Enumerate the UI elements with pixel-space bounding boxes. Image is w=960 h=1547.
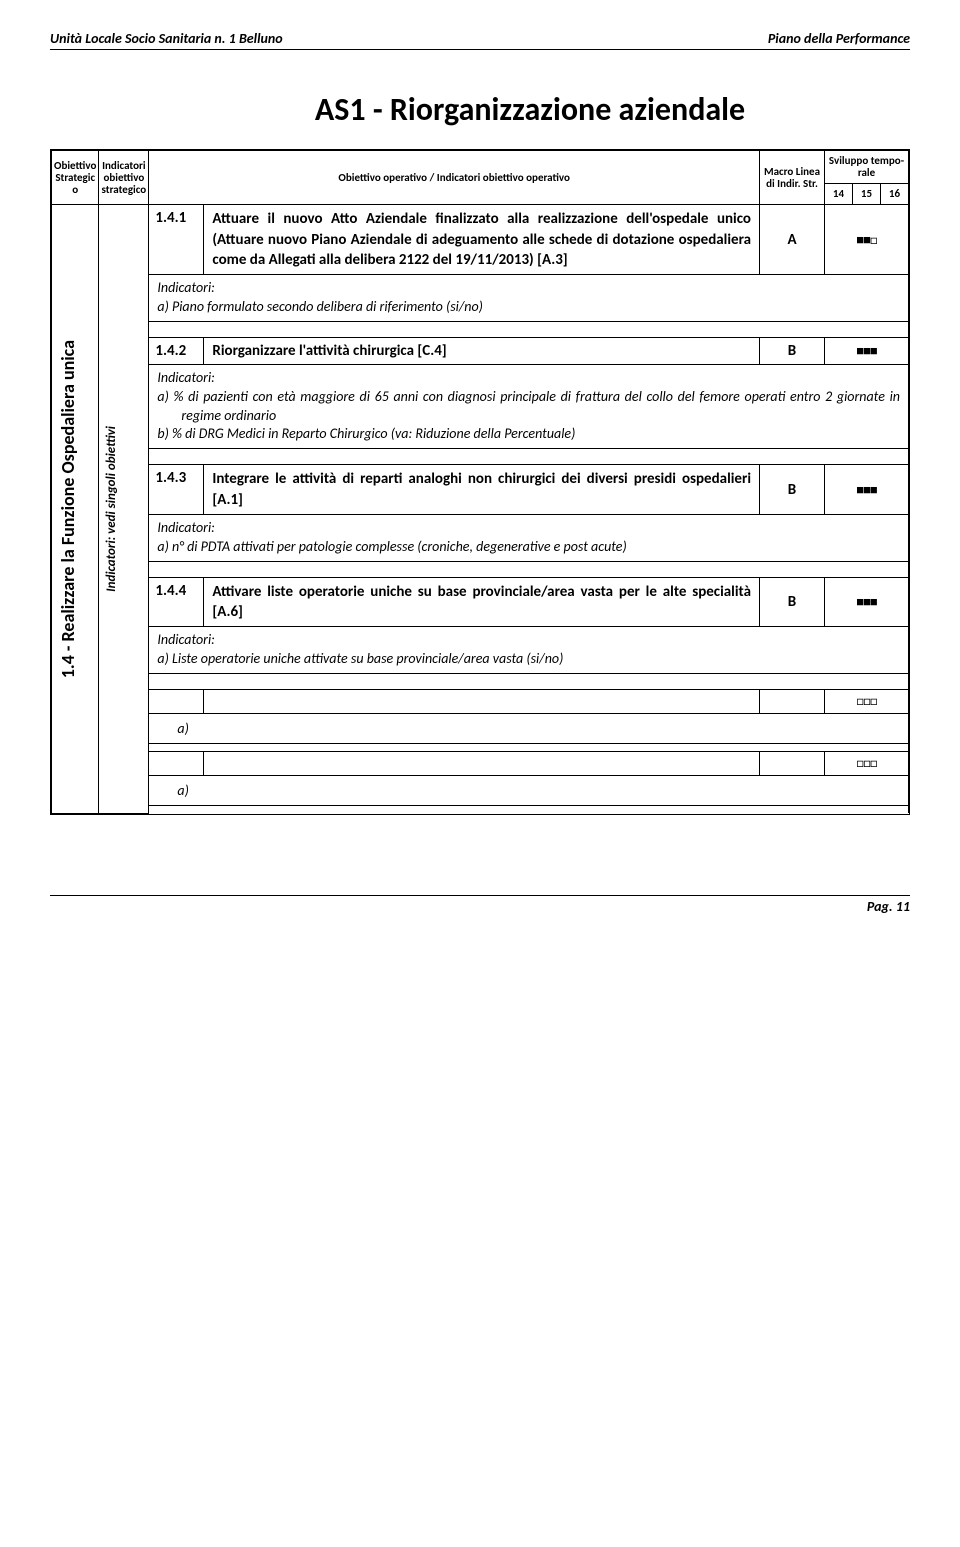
indicator-1-4-2-a: a) % di pazienti con età maggiore di 65 … [157,388,900,426]
indicator-label-4: Indicatori: [157,631,900,650]
macro-1-4-2: B [760,337,825,364]
indicator-cell-1-4-3: Indicatori: a) n° di PDTA attivati per p… [149,514,909,561]
col-header-macro: Macro Linea di Indir. Str. [760,151,825,205]
empty-macro-2 [760,751,825,775]
col-year-16: 16 [881,184,909,205]
content-1-4-3: Integrare le attività di reparti analogh… [204,465,760,515]
page-footer: Pag. 11 [50,895,910,915]
header-right: Piano della Performance [768,30,910,47]
empty-a-cell-1: a) [149,713,909,743]
squares-1-4-4: ■■■ [825,577,909,627]
code-1-4-2: 1.4.2 [149,337,204,364]
main-table: Obiettivo Strategic o Indicatori obietti… [51,150,909,814]
empty-squares-1: □□□ [825,689,909,713]
row-1-4-3: 1.4.3 Integrare le attività di reparti a… [52,465,909,515]
squares-1-4-2: ■■■ [825,337,909,364]
empty-code-2 [149,751,204,775]
spacer-3b [52,569,909,577]
rotated-main-cell: 1.4 - Realizzare la Funzione Ospedaliera… [52,205,99,814]
content-1-4-1: Attuare il nuovo Atto Aziendale finalizz… [204,205,760,275]
macro-1-4-3: B [760,465,825,515]
spacer-1 [52,321,909,329]
indicator-label-2: Indicatori: [157,369,900,388]
macro-1-4-1: A [760,205,825,275]
indicator-cell-1-4-2: Indicatori: a) % di pazienti con età mag… [149,364,909,449]
squares-1-4-1: ■■□ [825,205,909,275]
indicators-1-4-1: Indicatori: a) Piano formulato secondo d… [52,275,909,322]
empty-a-1: a) [52,713,909,743]
indicators-1-4-3: Indicatori: a) n° di PDTA attivati per p… [52,514,909,561]
header-row-1: Obiettivo Strategic o Indicatori obietti… [52,151,909,184]
rotated-sub-label: Indicatori: vedi singoli obiettivi [99,406,124,612]
main-table-wrapper: Obiettivo Strategic o Indicatori obietti… [50,149,910,815]
row-1-4-4: 1.4.4 Attivare liste operatorie uniche s… [52,577,909,627]
empty-macro-1 [760,689,825,713]
indicators-1-4-2: Indicatori: a) % di pazienti con età mag… [52,364,909,449]
empty-content-2 [204,751,760,775]
code-1-4-3: 1.4.3 [149,465,204,515]
main-title: AS1 - Riorganizzazione aziendale [50,90,910,129]
indicator-label-3: Indicatori: [157,519,900,538]
indicators-1-4-4: Indicatori: a) Liste operatorie uniche a… [52,627,909,674]
indicator-1-4-3-a: a) n° di PDTA attivati per patologie com… [157,538,900,557]
empty-content-1 [204,689,760,713]
spacer-2 [52,449,909,457]
row-1-4-1: 1.4 - Realizzare la Funzione Ospedaliera… [52,205,909,275]
header-left: Unità Locale Socio Sanitaria n. 1 Bellun… [50,30,283,47]
page-header: Unità Locale Socio Sanitaria n. 1 Bellun… [50,30,910,50]
indicator-1-4-4-a: a) Liste operatorie uniche attivate su b… [157,650,900,669]
content-1-4-4: Attivare liste operatorie uniche su base… [204,577,760,627]
indicator-1-4-2-b: b) % di DRG Medici in Reparto Chirurgico… [157,425,900,444]
empty-row-2: □□□ [52,751,909,775]
empty-row-1: □□□ [52,689,909,713]
content-1-4-2: Riorganizzare l'attività chirurgica [C.4… [204,337,760,364]
empty-a-cell-2: a) [149,775,909,805]
empty-squares-2: □□□ [825,751,909,775]
spacer-3 [52,561,909,569]
col-header-indicators: Indicatori obiettivo strategico [99,151,149,205]
col-year-14: 14 [825,184,853,205]
spacer-5 [52,743,909,751]
squares-1-4-3: ■■■ [825,465,909,515]
col-header-strategic: Obiettivo Strategic o [52,151,99,205]
code-1-4-1: 1.4.1 [149,205,204,275]
row-1-4-2: 1.4.2 Riorganizzare l'attività chirurgic… [52,337,909,364]
col-header-operative: Obiettivo operativo / Indicatori obietti… [149,151,760,205]
spacer-4b [52,681,909,689]
macro-1-4-4: B [760,577,825,627]
indicator-cell-1-4-1: Indicatori: a) Piano formulato secondo d… [149,275,909,322]
spacer-4 [52,673,909,681]
col-header-sviluppo: Sviluppo tempo-rale [825,151,909,184]
indicator-1-4-1-a: a) Piano formulato secondo delibera di r… [157,298,900,317]
indicator-cell-1-4-4: Indicatori: a) Liste operatorie uniche a… [149,627,909,674]
spacer-6 [52,805,909,813]
rotated-main-label: 1.4 - Realizzare la Funzione Ospedaliera… [52,320,84,698]
rotated-sub-cell: Indicatori: vedi singoli obiettivi [99,205,149,814]
empty-code-1 [149,689,204,713]
empty-a-2: a) [52,775,909,805]
spacer-1b [52,329,909,337]
col-year-15: 15 [853,184,881,205]
indicator-label-1: Indicatori: [157,279,900,298]
code-1-4-4: 1.4.4 [149,577,204,627]
spacer-2b [52,457,909,465]
